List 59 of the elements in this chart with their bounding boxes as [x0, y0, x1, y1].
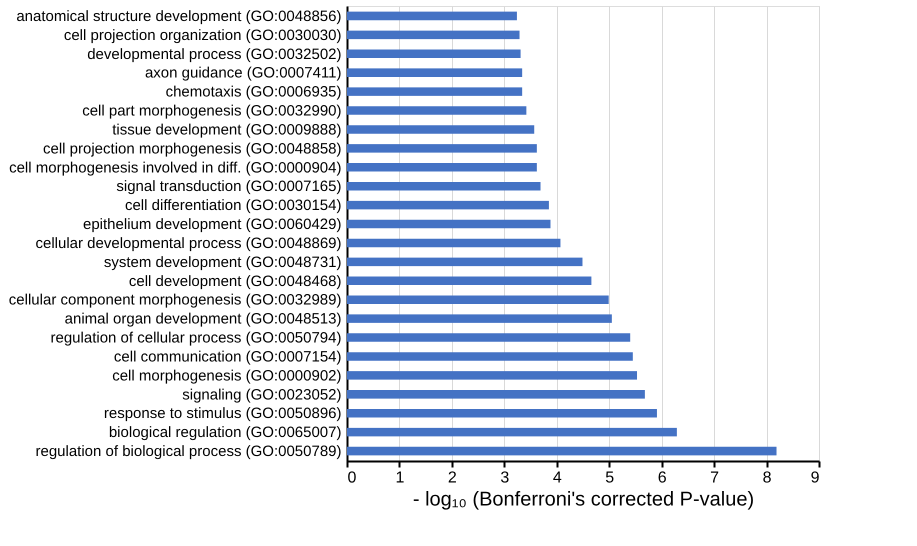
y-tick-label: signaling (GO:0023052) — [182, 386, 342, 404]
bar — [347, 446, 777, 456]
bar — [347, 220, 550, 228]
bar — [347, 238, 560, 248]
bar — [347, 295, 609, 304]
bar — [347, 12, 517, 20]
bar — [347, 182, 541, 190]
bar — [347, 390, 645, 399]
y-tick-label: cell part morphogenesis (GO:0032990) — [82, 102, 342, 120]
y-tick-label: signal transduction (GO:0007165) — [116, 178, 342, 196]
bar — [347, 276, 592, 286]
bar — [347, 408, 657, 418]
y-tick-label: cell projection organization (GO:0030030) — [64, 26, 342, 44]
x-tick-label: 8 — [762, 470, 772, 486]
bar — [347, 106, 526, 115]
y-tick-label: system development (GO:0048731) — [104, 254, 342, 271]
x-tick-label: 3 — [500, 470, 510, 486]
x-tick-label: 9 — [810, 470, 820, 486]
y-tick-label: chemotaxis (GO:0006935) — [166, 84, 342, 101]
y-tick-label: axon guidance (GO:0007411) — [144, 64, 342, 82]
bar — [347, 200, 549, 210]
y-tick-label: cell development (GO:0048468) — [128, 272, 342, 290]
y-tick-label: biological regulation (GO:0065007) — [108, 424, 342, 442]
y-tick-label: regulation of biological process (GO:0050789) — [35, 443, 342, 460]
y-tick-label: cellular component morphogenesis (GO:0032989) — [8, 292, 342, 309]
y-tick-label: tissue development (GO:0009888) — [112, 121, 342, 138]
x-tick-label: 6 — [658, 470, 667, 486]
y-tick-label: cell projection morphogenesis (GO:0048858) — [43, 140, 342, 158]
y-tick-label: cellular developmental process (GO:0048869) — [36, 234, 342, 252]
y-tick-label: cell morphogenesis (GO:0000902) — [112, 367, 342, 384]
bar — [347, 428, 677, 436]
bar — [347, 68, 522, 77]
y-tick-label: cell differentiation (GO:0030154) — [124, 197, 342, 214]
x-tick-label: 5 — [605, 470, 614, 486]
x-tick-label: 4 — [552, 470, 562, 486]
bar — [347, 333, 630, 342]
x-tick-label: 0 — [348, 470, 356, 486]
bar — [347, 371, 638, 380]
bar — [347, 125, 534, 134]
bar — [347, 163, 537, 172]
bar — [347, 87, 522, 96]
bar — [347, 258, 582, 266]
y-tick-label: cell morphogenesis involved in diff. (GO:0000904) — [9, 159, 342, 176]
y-tick-label: anatomical structure development (GO:0048856) — [16, 8, 342, 25]
y-tick-label: developmental process (GO:0032502) — [87, 46, 342, 63]
bar — [347, 352, 633, 361]
bar — [347, 314, 612, 323]
y-tick-label: animal organ development (GO:0048513) — [64, 310, 342, 328]
bar — [347, 30, 520, 40]
x-axis-title: - log₁₀ (Bonferroni's corrected P-value) — [412, 488, 754, 510]
y-tick-label: response to stimulus (GO:0050896) — [104, 405, 342, 422]
x-tick-label: 2 — [448, 470, 457, 486]
x-tick-label: 7 — [710, 470, 720, 486]
bar — [347, 144, 537, 153]
y-tick-label: epithelium development (GO:0060429) — [83, 216, 342, 234]
y-tick-label: cell communication (GO:0007154) — [114, 348, 342, 366]
y-tick-label: regulation of cellular process (GO:0050794) — [50, 330, 342, 347]
x-tick-label: 1 — [395, 470, 404, 486]
bar — [347, 50, 521, 58]
